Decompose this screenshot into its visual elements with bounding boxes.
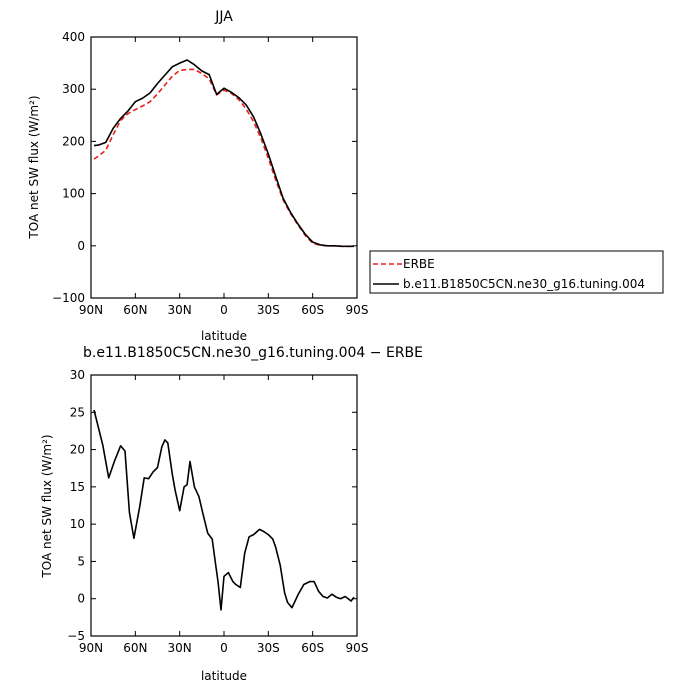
bottom-x-tick-label: 60S (301, 641, 324, 655)
bottom-x-tick-label: 30N (168, 641, 192, 655)
top-x-tick-label: 0 (220, 303, 228, 317)
top-y-tick-label: 0 (77, 239, 85, 253)
bottom-y-tick-label: −5 (67, 629, 85, 643)
legend-box (369, 250, 664, 294)
bottom-x-tick-label: 90N (79, 641, 103, 655)
bottom-y-tick-label: 25 (70, 405, 85, 419)
top-panel: JJA TOA net SW flux (W/m²) latitude 90N 6… (27, 9, 368, 343)
bottom-x-tick-label: 60N (123, 641, 147, 655)
bottom-x-axis-label: latitude (201, 669, 247, 683)
bottom-axis-ticks: 90N 60N 30N 0 30S 60S 90S −5 0 5 10 15 20 25 30 (67, 368, 368, 655)
bottom-x-tick-label: 0 (220, 641, 228, 655)
top-x-tick-label: 30N (168, 303, 192, 317)
legend-label-erbe: ERBE (403, 257, 435, 271)
bottom-x-tick-label: 30S (257, 641, 280, 655)
top-y-tick-label: 100 (62, 187, 85, 201)
top-series-line-erbe (93, 68, 354, 248)
top-x-tick-label: 90N (79, 303, 103, 317)
top-y-tick-label: −100 (52, 291, 85, 305)
top-axis-ticks: 90N 60N 30N 0 30S 60S 90S −100 0 100 200 300 400 (52, 30, 368, 317)
top-y-axis-label: TOA net SW flux (W/m²) (27, 95, 41, 239)
bottom-y-tick-label: 15 (70, 480, 85, 494)
bottom-y-tick-label: 30 (70, 368, 85, 382)
top-x-axis-label: latitude (201, 329, 247, 343)
bottom-plot-frame (90, 374, 358, 637)
top-plot-frame (90, 36, 358, 299)
bottom-panel: b.e11.B1850C5CN.ne30_g16.tuning.004 − ER… (40, 345, 423, 683)
top-y-tick-label: 300 (62, 82, 85, 96)
bottom-x-tick-label: 90S (346, 641, 369, 655)
top-series-group (93, 59, 354, 248)
top-x-tick-label: 30S (257, 303, 280, 317)
bottom-y-tick-label: 20 (70, 443, 85, 457)
top-chart-title: JJA (214, 9, 233, 25)
legend: ERBE b.e11.B1850C5CN.ne30_g16.tuning.004 (369, 250, 664, 294)
top-x-tick-label: 90S (346, 303, 369, 317)
bottom-y-tick-label: 0 (77, 592, 85, 606)
bottom-series-group (93, 409, 355, 611)
top-x-tick-label: 60N (123, 303, 147, 317)
bottom-chart-title: b.e11.B1850C5CN.ne30_g16.tuning.004 − ER… (83, 345, 423, 361)
top-y-tick-label: 200 (62, 134, 85, 148)
bottom-series-line-difference (93, 409, 355, 611)
top-y-tick-label: 400 (62, 30, 85, 44)
top-x-tick-label: 60S (301, 303, 324, 317)
bottom-y-tick-label: 5 (77, 554, 85, 568)
legend-label-model: b.e11.B1850C5CN.ne30_g16.tuning.004 (403, 277, 645, 291)
top-series-line-b-e11-b1850c5cn-ne30-g16-tuning-004 (93, 59, 354, 248)
bottom-y-tick-label: 10 (70, 517, 85, 531)
bottom-y-axis-label: TOA net SW flux (W/m²) (40, 434, 54, 578)
